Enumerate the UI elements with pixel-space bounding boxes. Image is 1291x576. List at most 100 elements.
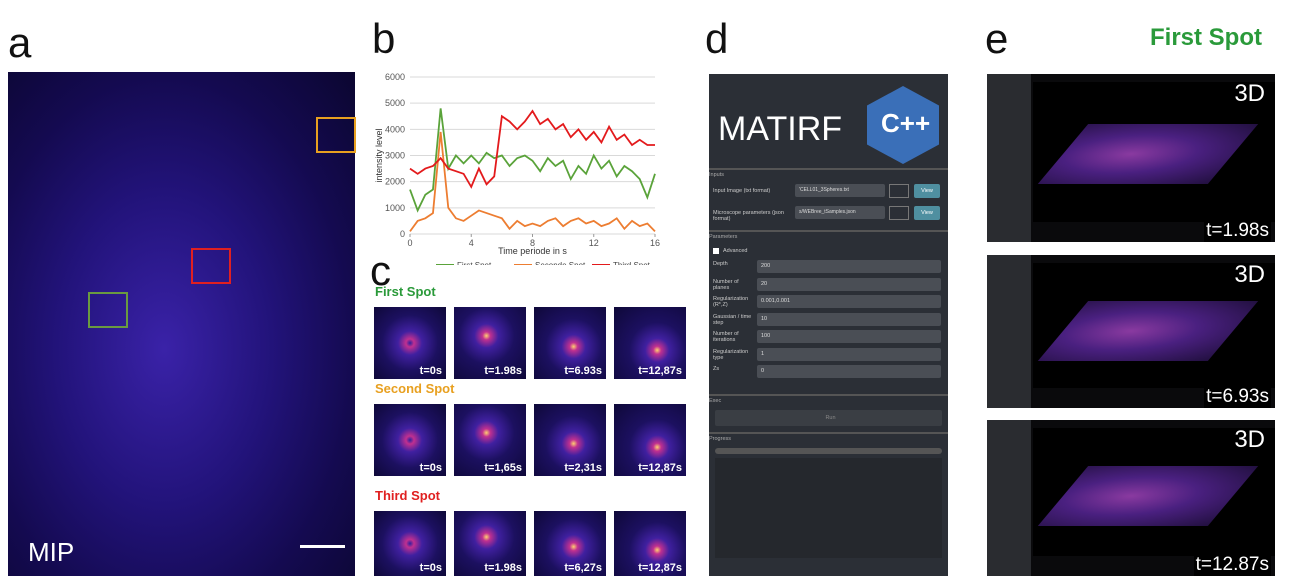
field-label: Input Image (txt format) [713, 188, 793, 194]
text-field[interactable]: 0.001,0.001 [757, 295, 941, 308]
log-area [715, 458, 942, 558]
screenshot: 3D t=12.87s [987, 420, 1275, 576]
spot-image: t=0s [374, 404, 446, 476]
view-tag: 3D [1234, 80, 1265, 108]
time-label: t=6.93s [564, 365, 602, 377]
text-field[interactable]: 10 [757, 313, 941, 326]
y-tick-label: 5000 [385, 98, 405, 108]
field-label: Depth [713, 261, 753, 267]
view-button[interactable]: View [914, 206, 940, 220]
screenshot: 3D t=1.98s [987, 74, 1275, 242]
y-tick-label: 2000 [385, 177, 405, 187]
text-field[interactable]: 1 [757, 348, 941, 361]
scale-bar [300, 545, 345, 548]
sidebar [987, 74, 1031, 242]
mip-image: MIP [8, 72, 355, 576]
x-axis-label: Time periode in s [498, 246, 567, 256]
time-label: t=12,87s [638, 462, 682, 474]
text-field[interactable]: 0 [757, 365, 941, 378]
logo: C++ [867, 86, 939, 164]
checkbox-label: Advanced [723, 248, 747, 254]
run-button[interactable]: Run [715, 410, 942, 426]
roi-box [88, 292, 128, 328]
field-label: Regularization type [713, 349, 753, 361]
row-title: First Spot [375, 284, 436, 299]
view-tag: 3D [1234, 261, 1265, 289]
legend-label: First Spot [457, 261, 492, 265]
field-label: Number of iterations [713, 331, 753, 343]
spot-image: t=2,31s [534, 404, 606, 476]
volume [1038, 124, 1258, 184]
time-label: t=6.93s [1204, 386, 1271, 408]
section-title: Progress [709, 432, 948, 442]
view-button[interactable]: View [914, 184, 940, 198]
panel-letter: e [985, 18, 1008, 60]
volume [1038, 301, 1258, 361]
text-field[interactable]: 20 [757, 278, 941, 291]
app-window: MATIRF C++ Inputs Input Image (txt forma… [709, 74, 948, 576]
field-label: Zs [713, 366, 753, 372]
section-title: Inputs [709, 168, 948, 178]
panel-letter: a [8, 22, 31, 64]
section-title: Parameters [709, 230, 948, 240]
panel-letter: d [705, 18, 728, 60]
section-title: Exec [709, 394, 948, 404]
progress-bar [715, 448, 942, 454]
image-label: MIP [28, 537, 74, 568]
x-tick-label: 16 [650, 238, 660, 248]
x-tick-label: 0 [407, 238, 412, 248]
time-label: t=1,65s [484, 462, 522, 474]
field-label: Gaussian / time step [713, 314, 753, 326]
y-tick-label: 3000 [385, 151, 405, 161]
time-label: t=12,87s [638, 562, 682, 574]
y-tick-label: 6000 [385, 72, 405, 82]
row-title: Second Spot [375, 381, 454, 396]
legend-label: Third Spot [613, 261, 651, 265]
color-box [889, 206, 909, 220]
x-tick-label: 4 [469, 238, 474, 248]
color-box [889, 184, 909, 198]
time-label: t=1.98s [484, 365, 522, 377]
roi-box [191, 248, 231, 284]
sidebar [987, 255, 1031, 408]
spot-image: t=6.93s [534, 307, 606, 379]
x-tick-label: 12 [589, 238, 599, 248]
time-label: t=2,31s [564, 462, 602, 474]
text-field[interactable]: s/WEBree_tSamples.json [795, 206, 885, 219]
spot-image: t=12,87s [614, 404, 686, 476]
text-field[interactable]: 100 [757, 330, 941, 343]
y-axis-label: intensity level [374, 128, 384, 182]
y-tick-label: 4000 [385, 124, 405, 134]
time-label: t=0s [420, 562, 442, 574]
sidebar [987, 420, 1031, 576]
roi-box [316, 117, 356, 153]
time-label: t=0s [420, 365, 442, 377]
spot-image: t=1,65s [454, 404, 526, 476]
text-field[interactable]: 200 [757, 260, 941, 273]
volume [1038, 466, 1258, 526]
field-label: Regularization (R*,Z) [713, 296, 753, 308]
screenshot: 3D t=6.93s [987, 255, 1275, 408]
text-field[interactable]: 'CELL01_3Spheres.txt [795, 184, 885, 197]
spot-image: t=1.98s [454, 307, 526, 379]
field-label: Number of planes [713, 279, 753, 291]
panel-title: First Spot [1150, 24, 1262, 52]
y-tick-label: 1000 [385, 203, 405, 213]
time-label: t=6,27s [564, 562, 602, 574]
logo-text: C++ [881, 108, 930, 139]
spot-image: t=6,27s [534, 511, 606, 576]
time-label: t=0s [420, 462, 442, 474]
y-tick-label: 0 [400, 229, 405, 239]
view-tag: 3D [1234, 426, 1265, 454]
time-label: t=12.87s [1194, 554, 1271, 576]
checkbox[interactable] [713, 248, 719, 254]
spot-image: t=0s [374, 511, 446, 576]
spot-image: t=1.98s [454, 511, 526, 576]
figure: a MIP b 01000200030004000500060000481216… [0, 0, 1291, 576]
row-title: Third Spot [375, 488, 440, 503]
spot-image: t=12,87s [614, 307, 686, 379]
legend-label: Seconde Spot [535, 261, 586, 265]
time-label: t=1.98s [1204, 220, 1271, 242]
spot-image: t=0s [374, 307, 446, 379]
